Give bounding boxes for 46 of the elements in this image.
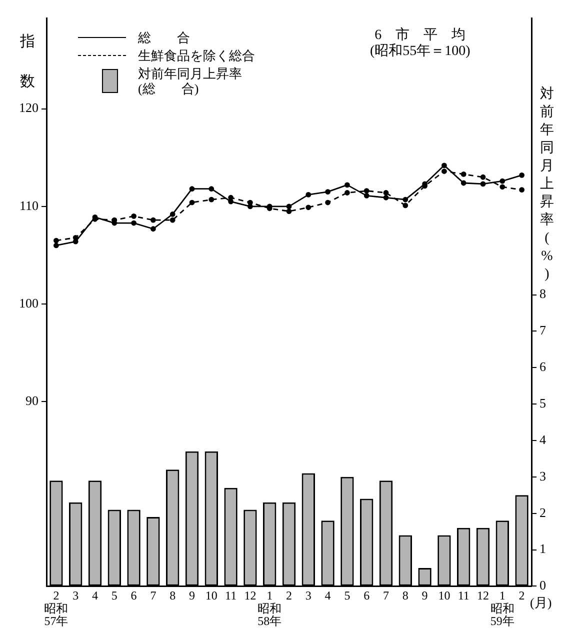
- x-tick-label: 2 昭和 57年: [44, 588, 68, 628]
- x-tick-label: 10: [438, 588, 450, 603]
- x-tick-label: 5: [111, 588, 118, 603]
- x-tick-label: 1 昭和 58年: [258, 588, 282, 628]
- x-tick-label: 9: [422, 588, 428, 603]
- x-tick-label: 10: [205, 588, 218, 603]
- legend-label: 対前年同月上昇率 (総 合): [138, 66, 242, 96]
- x-tick-label: 12: [477, 588, 489, 603]
- text: 対前年同月上昇率(%): [540, 87, 554, 282]
- x-tick-label: 8: [170, 588, 176, 603]
- x-tick-label: 3: [72, 588, 79, 603]
- x-tick-label: 11: [458, 588, 470, 603]
- x-tick-label: 9: [189, 588, 195, 603]
- x-tick-label: 6: [364, 588, 370, 603]
- y2-tick-label: 0: [540, 578, 546, 593]
- x-tick-label: 2: [286, 588, 292, 603]
- text: 指数: [20, 34, 35, 90]
- text: 6 市 平 均: [374, 28, 466, 43]
- y2-tick-label: 3: [540, 468, 546, 484]
- x-tick-label: 4: [324, 588, 331, 603]
- y-tick-label: 100: [19, 295, 38, 310]
- x-tick-label: 3: [305, 588, 312, 603]
- x-tick-label: 12: [244, 588, 256, 603]
- x-tick-label: 8: [402, 588, 408, 603]
- y-tick-label: 110: [19, 198, 38, 213]
- x-tick-label: 2: [518, 588, 525, 603]
- x-tick-label: 7: [383, 588, 389, 603]
- y2-tick-label: 7: [540, 322, 546, 338]
- x-axis-title: (月): [530, 594, 552, 612]
- y-tick-label: 120: [19, 100, 38, 116]
- x-tick-label: 7: [150, 588, 156, 603]
- text: (昭和55年＝100): [370, 44, 470, 59]
- y-tick-label: 90: [26, 393, 38, 408]
- y2-tick-label: 5: [540, 396, 546, 411]
- y2-tick-label: 1: [540, 541, 546, 556]
- legend-label: 総 合: [138, 30, 190, 45]
- y2-tick-label: 6: [540, 359, 546, 374]
- y2-tick-label: 2: [540, 504, 546, 520]
- x-tick-label: 5: [344, 588, 350, 603]
- x-tick-label: 4: [92, 588, 98, 603]
- x-tick-label: 11: [225, 588, 237, 603]
- x-tick-label: 6: [130, 588, 137, 603]
- y2-tick-label: 8: [540, 286, 546, 302]
- y2-tick-label: 4: [540, 432, 546, 447]
- legend-label: 生鮮食品を除く総合: [138, 48, 255, 63]
- x-tick-label: 1 昭和 59年: [490, 588, 514, 628]
